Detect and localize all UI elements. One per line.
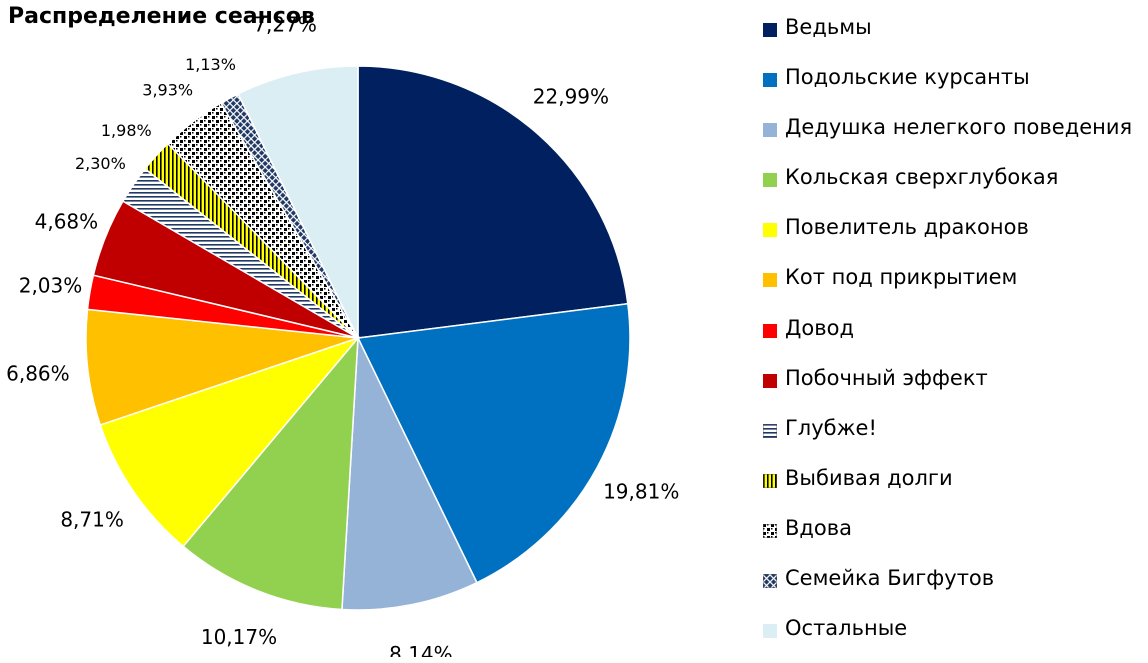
legend-label-4: Кольская сверхглубокая xyxy=(785,165,1059,190)
legend-swatch-11 xyxy=(763,523,777,538)
legend-label-2: Подольские курсанты xyxy=(785,65,1030,90)
legend-item-9: Глубже! xyxy=(763,413,1143,463)
pie-data-labels: 22,99% 19,81% 8,14% 10,17% 8,71% 6,86% 2,03% 4,… xyxy=(6,12,679,657)
pie-slice-5 xyxy=(99,336,361,548)
legend-swatch-6 xyxy=(763,273,777,288)
legend-item-4: Кольская сверхглубокая xyxy=(763,162,1143,212)
data-label-4: 10,17% xyxy=(201,625,277,649)
data-label-12: 1,13% xyxy=(185,55,236,74)
data-label-7: 2,03% xyxy=(19,273,83,297)
data-label-2: 19,81% xyxy=(603,479,679,503)
pie-slice-2 xyxy=(356,302,631,584)
legend-label-5: Повелитель драконов xyxy=(785,215,1029,240)
legend-swatch-9 xyxy=(763,423,777,438)
legend-item-3: Дедушка нелегкого поведения xyxy=(763,112,1143,162)
pie-slice-13 xyxy=(237,65,359,339)
legend-label-1: Ведьмы xyxy=(785,15,872,39)
data-label-11: 3,93% xyxy=(142,80,193,99)
legend-item-1: Ведьмы xyxy=(763,12,1143,62)
data-label-13: 7,27% xyxy=(253,12,317,36)
legend-label-6: Кот под прикрытием xyxy=(785,265,1018,290)
data-label-10: 1,98% xyxy=(101,121,152,140)
pie-chart: 22,99% 19,81% 8,14% 10,17% 8,71% 6,86% 2,03% 4,… xyxy=(6,12,679,657)
legend-swatch-1 xyxy=(763,23,777,37)
data-label-1: 22,99% xyxy=(533,84,609,108)
legend-swatch-12 xyxy=(763,574,777,589)
legend-label-10: Выбивая долги xyxy=(785,465,953,490)
pie-slice-6 xyxy=(85,308,359,426)
legend-item-11: Вдова xyxy=(763,513,1143,563)
legend-swatch-5 xyxy=(763,223,777,238)
pie-slices xyxy=(85,65,631,611)
data-label-3: 8,14% xyxy=(389,642,453,657)
legend-label-13: Остальные xyxy=(785,616,908,641)
legend-item-8: Побочный эффект xyxy=(763,363,1143,413)
legend-item-10: Выбивая долги xyxy=(763,463,1143,513)
legend-label-7: Довод xyxy=(785,315,854,340)
legend-item-5: Повелитель драконов xyxy=(763,212,1143,262)
legend-label-11: Вдова xyxy=(785,515,853,540)
legend-swatch-2 xyxy=(763,73,777,88)
legend-swatch-7 xyxy=(763,323,777,338)
legend-item-13: Остальные xyxy=(763,613,1143,663)
legend-label-12: Семейка Бигфутов xyxy=(785,566,995,591)
legend-item-2: Подольские курсанты xyxy=(763,62,1143,112)
legend-item-6: Кот под прикрытием xyxy=(763,262,1143,312)
data-label-8: 4,68% xyxy=(35,210,99,234)
legend-swatch-13 xyxy=(763,624,777,639)
chart-legend: Ведьмы Подольские курсанты Дедушка нелегко… xyxy=(763,12,1143,663)
legend-item-12: Семейка Бигфутов xyxy=(763,563,1143,613)
legend-swatch-3 xyxy=(763,123,777,138)
data-label-6: 6,86% xyxy=(6,361,70,385)
legend-label-8: Побочный эффект xyxy=(785,365,988,390)
pie-slice-1 xyxy=(357,65,629,339)
data-label-9: 2,30% xyxy=(75,154,126,173)
legend-label-3: Дедушка нелегкого поведения xyxy=(785,115,1133,140)
legend-swatch-4 xyxy=(763,173,777,188)
legend-swatch-10 xyxy=(763,473,777,488)
legend-label-9: Глубже! xyxy=(785,415,877,440)
chart-title: Распределение сеансов xyxy=(8,4,315,29)
data-label-5: 8,71% xyxy=(60,508,124,532)
pie-slice-3 xyxy=(341,335,478,611)
legend-swatch-8 xyxy=(763,373,777,388)
pie-slice-4 xyxy=(182,335,359,611)
legend-item-7: Довод xyxy=(763,313,1143,363)
